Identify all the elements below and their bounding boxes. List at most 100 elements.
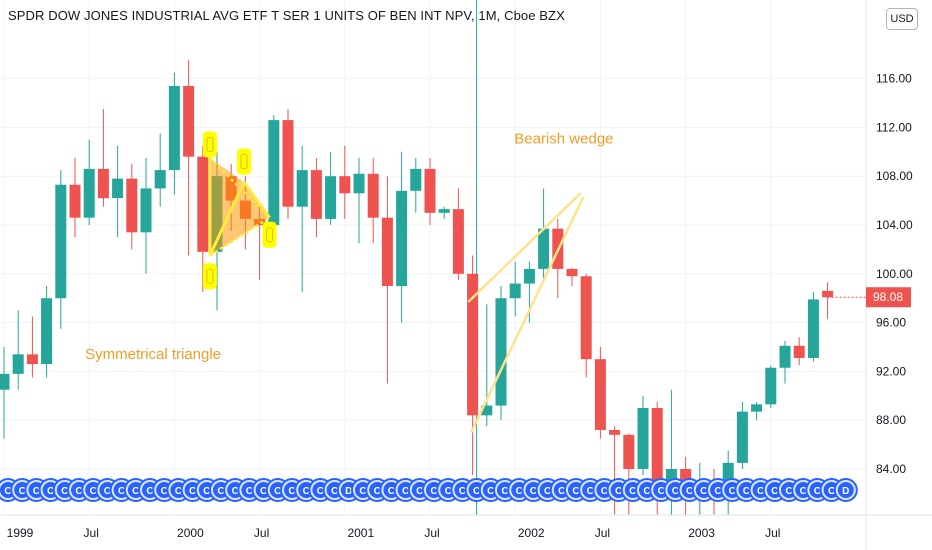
candle-body — [736, 411, 748, 463]
event-marker-label: C — [459, 486, 466, 497]
annotation-bearish-wedge: Bearish wedge — [514, 131, 613, 148]
time-axis[interactable]: 1999 Jul 2000 Jul 2001 Jul 2002 Jul 2003 Jul — [7, 526, 781, 540]
candle-body — [69, 184, 81, 218]
event-marker-label: C — [714, 486, 721, 497]
event-marker-label: C — [445, 486, 452, 497]
y-tick-label: 84.00 — [876, 462, 906, 476]
candle-body — [566, 268, 578, 277]
price-axis[interactable]: 84.00 88.00 92.00 96.00 100.00 104.00 108.00 11… — [876, 72, 913, 476]
candle — [41, 286, 53, 378]
candle-body — [396, 190, 408, 286]
x-tick-label: 2000 — [177, 526, 204, 540]
event-marker-label: C — [487, 486, 494, 497]
x-tick-label: 2003 — [688, 526, 715, 540]
triangle-leg — [242, 181, 271, 219]
x-tick-label: 2002 — [518, 526, 545, 540]
event-marker-label: C — [828, 486, 835, 497]
candle — [807, 292, 819, 362]
event-marker-label: C — [416, 486, 423, 497]
event-marker-label: C — [90, 486, 97, 497]
candle-body — [722, 462, 734, 494]
event-marker-label: C — [473, 486, 480, 497]
candle-body — [0, 373, 10, 390]
last-price-badge — [866, 287, 911, 308]
candle-body — [112, 178, 124, 199]
event-marker-label: C — [544, 486, 551, 497]
event-marker-label: C — [161, 486, 168, 497]
event-marker-label: C — [672, 486, 679, 497]
candle-body — [12, 354, 24, 374]
event-marker[interactable]: D — [833, 478, 858, 502]
candle-body — [609, 429, 621, 435]
y-tick-label: 112.00 — [876, 120, 912, 134]
chart-title: SPDR DOW JONES INDUSTRIAL AVG ETF T SER … — [8, 8, 565, 23]
candle-body — [83, 168, 95, 218]
candle-body — [424, 168, 436, 213]
candle-body — [197, 156, 209, 252]
candle-body — [467, 273, 479, 416]
symmetrical-triangle-drawing[interactable] — [202, 131, 277, 290]
x-tick-label: 1999 — [7, 526, 34, 540]
event-marker-label: C — [643, 486, 650, 497]
x-tick-label: Jul — [765, 526, 780, 540]
event-marker-label: C — [260, 486, 267, 497]
candle-body — [822, 290, 834, 298]
wedge-line — [470, 196, 585, 433]
candle-body — [381, 217, 393, 286]
candle-body — [310, 170, 322, 219]
x-tick-label: Jul — [424, 526, 439, 540]
candle-body — [410, 168, 422, 191]
event-marker-label: C — [402, 486, 409, 497]
triangle-marker-inner — [266, 227, 274, 243]
triangle-point-marker[interactable] — [202, 131, 217, 158]
event-marker-label: C — [4, 486, 11, 497]
event-marker-label: C — [246, 486, 253, 497]
candle — [183, 60, 195, 256]
event-marker-label: C — [572, 486, 579, 497]
event-marker-label: C — [359, 486, 366, 497]
last-price-marker: 98.08 — [827, 287, 911, 308]
candle-body — [580, 276, 592, 360]
candle — [140, 157, 152, 274]
event-marker-label: C — [47, 486, 54, 497]
event-marker-label: C — [658, 486, 665, 497]
triangle-marker-inner — [206, 268, 214, 284]
event-marker-label: C — [61, 486, 68, 497]
currency-button[interactable]: USD — [886, 8, 918, 30]
candle — [765, 365, 777, 408]
candle — [168, 72, 180, 195]
wedge-line — [467, 192, 582, 303]
candle — [0, 347, 10, 439]
triangle-point-marker[interactable] — [262, 221, 277, 248]
event-marker-label: C — [729, 486, 736, 497]
y-tick-label: 96.00 — [876, 316, 906, 330]
candle-body — [751, 404, 763, 412]
candle-body — [296, 170, 308, 207]
candle — [396, 151, 408, 323]
candle — [822, 282, 834, 319]
candle-body — [438, 209, 450, 213]
event-marker-label: C — [771, 486, 778, 497]
candle — [751, 401, 763, 421]
event-marker-label: C — [785, 486, 792, 497]
event-marker-label: C — [146, 486, 153, 497]
bearish-wedge-drawing[interactable] — [467, 192, 585, 433]
candle — [509, 261, 521, 317]
candle-body — [538, 228, 550, 269]
candle-body — [495, 298, 507, 406]
triangle-point-marker[interactable] — [236, 148, 251, 175]
event-marker-label: C — [19, 486, 26, 497]
candle — [793, 337, 805, 366]
candle-body — [452, 209, 464, 274]
candle — [538, 188, 550, 280]
event-marker-label: C — [686, 486, 693, 497]
candle-body — [651, 408, 663, 482]
triangle-point-marker[interactable] — [202, 263, 217, 290]
candle-body — [339, 176, 351, 194]
event-marker-label: C — [601, 486, 608, 497]
candle-body — [282, 120, 294, 207]
event-marker-label: C — [104, 486, 111, 497]
candle-body — [509, 283, 521, 299]
